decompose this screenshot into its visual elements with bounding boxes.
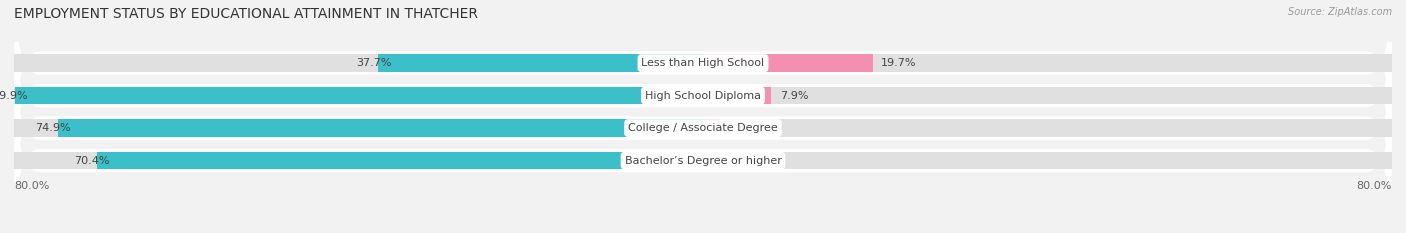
Bar <box>14 87 703 104</box>
Text: College / Associate Degree: College / Associate Degree <box>628 123 778 133</box>
Bar <box>703 152 1392 169</box>
FancyBboxPatch shape <box>14 75 1392 233</box>
FancyBboxPatch shape <box>14 42 1392 214</box>
Text: 37.7%: 37.7% <box>356 58 391 68</box>
FancyBboxPatch shape <box>14 0 1392 149</box>
Text: 7.9%: 7.9% <box>780 91 808 101</box>
Text: 80.0%: 80.0% <box>14 181 49 191</box>
Text: 74.9%: 74.9% <box>35 123 70 133</box>
FancyBboxPatch shape <box>14 10 1392 182</box>
Text: EMPLOYMENT STATUS BY EDUCATIONAL ATTAINMENT IN THATCHER: EMPLOYMENT STATUS BY EDUCATIONAL ATTAINM… <box>14 7 478 21</box>
Bar <box>703 54 873 72</box>
Text: 1.8%: 1.8% <box>727 123 755 133</box>
Text: 70.4%: 70.4% <box>75 156 110 166</box>
Text: 79.9%: 79.9% <box>0 91 28 101</box>
Bar <box>703 119 1392 137</box>
Bar <box>97 152 703 169</box>
Text: Bachelor’s Degree or higher: Bachelor’s Degree or higher <box>624 156 782 166</box>
Bar <box>703 87 770 104</box>
Bar <box>14 152 703 169</box>
Text: 80.0%: 80.0% <box>1357 181 1392 191</box>
Bar <box>14 54 703 72</box>
Bar <box>378 54 703 72</box>
Bar <box>703 152 738 169</box>
Bar <box>15 87 703 104</box>
Bar <box>703 87 1392 104</box>
Bar <box>703 54 1392 72</box>
Text: High School Diploma: High School Diploma <box>645 91 761 101</box>
Text: Less than High School: Less than High School <box>641 58 765 68</box>
Text: 4.1%: 4.1% <box>747 156 775 166</box>
Text: 19.7%: 19.7% <box>882 58 917 68</box>
Bar <box>58 119 703 137</box>
Text: Source: ZipAtlas.com: Source: ZipAtlas.com <box>1288 7 1392 17</box>
Bar <box>703 119 718 137</box>
Bar <box>14 119 703 137</box>
